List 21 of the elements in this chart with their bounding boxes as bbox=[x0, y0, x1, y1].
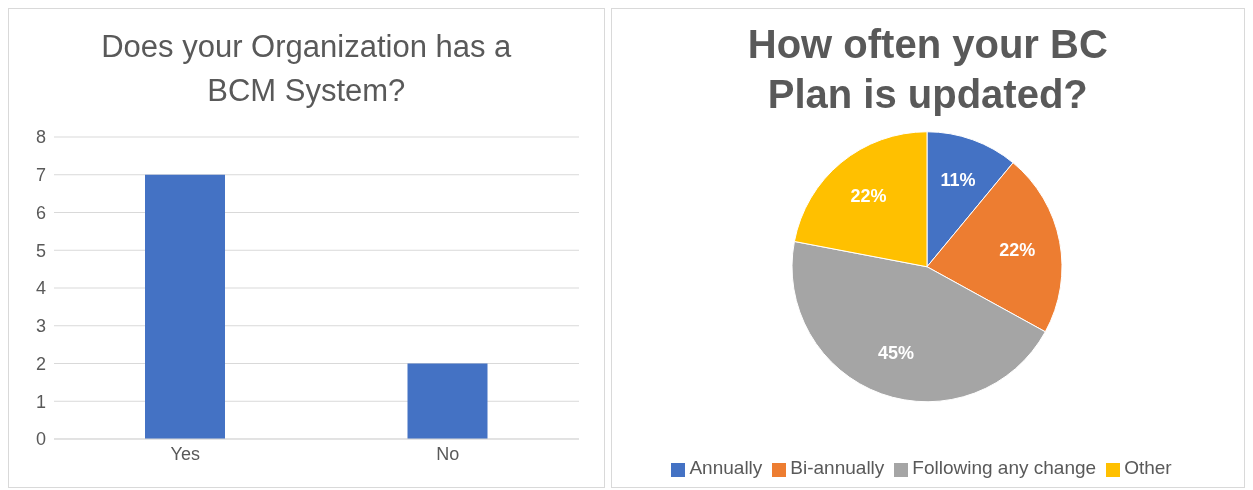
legend-label: Annually bbox=[689, 457, 763, 478]
y-tick-label: 4 bbox=[35, 278, 46, 299]
x-tick-label: Yes bbox=[170, 443, 200, 464]
chart-title: Does your Organization has a BCM System? bbox=[100, 28, 513, 110]
y-tick-label: 6 bbox=[35, 202, 46, 223]
y-tick-label: 8 bbox=[35, 127, 46, 148]
y-tick-label: 1 bbox=[35, 391, 46, 412]
y-tick-label: 0 bbox=[35, 429, 46, 450]
y-tick-label: 3 bbox=[35, 316, 46, 337]
data-label: 11% bbox=[940, 170, 976, 191]
chart-title: How often your BC Plan is updated? bbox=[746, 21, 1109, 118]
legend-label: Following any change bbox=[912, 457, 1097, 478]
data-label: 22% bbox=[998, 239, 1035, 260]
data-label: 22% bbox=[850, 186, 887, 207]
x-tick-label: No bbox=[436, 443, 460, 464]
legend-label: Bi-annually bbox=[790, 457, 885, 478]
y-tick-label: 7 bbox=[35, 165, 46, 186]
data-label: 45% bbox=[877, 343, 914, 364]
legend-label: Other bbox=[1124, 457, 1172, 478]
y-tick-label: 2 bbox=[35, 353, 46, 374]
y-tick-label: 5 bbox=[35, 240, 46, 261]
